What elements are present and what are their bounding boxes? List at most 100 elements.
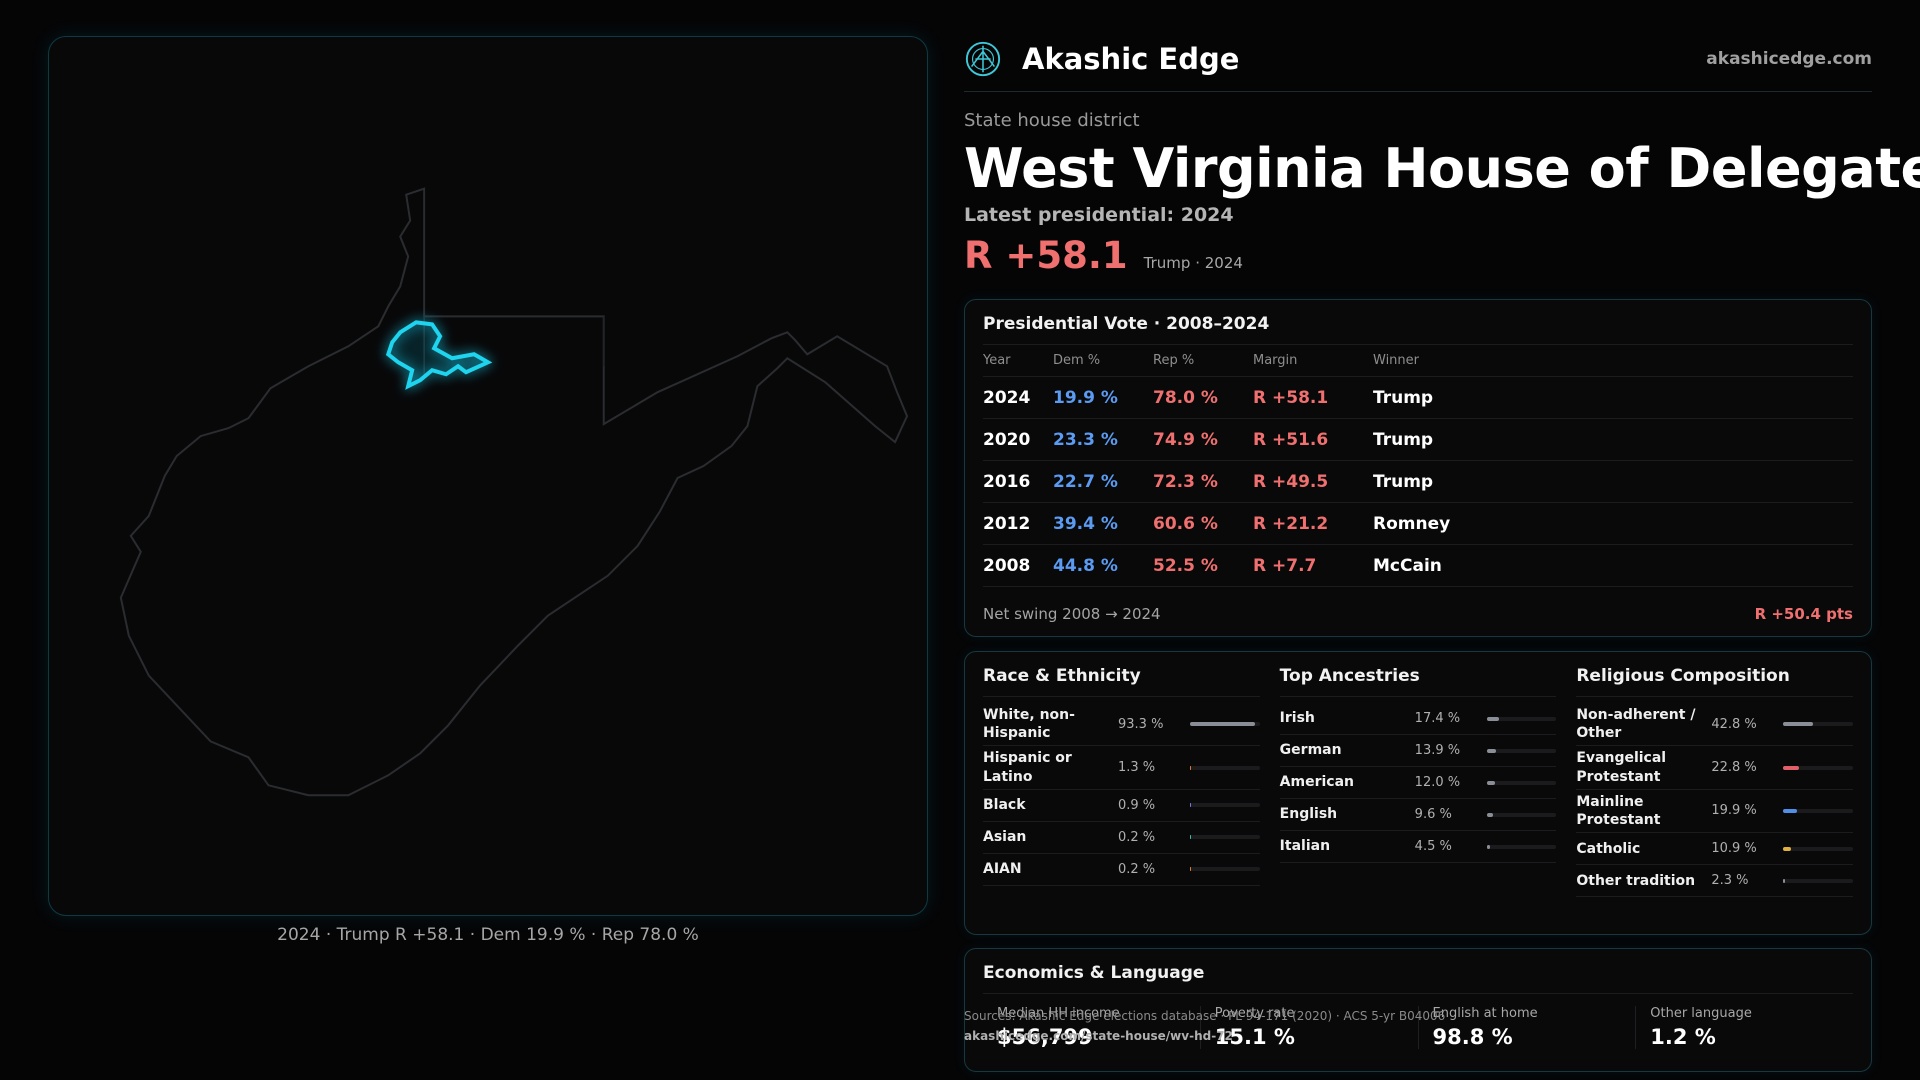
row-winner: Romney: [1373, 513, 1451, 534]
bar-fill: [1190, 765, 1192, 770]
row-year: 2008: [983, 555, 1031, 576]
list-item: Asian 0.2 %: [983, 822, 1260, 854]
item-label: Italian: [1279, 838, 1331, 855]
state-outline: [119, 187, 909, 797]
item-label: AIAN: [983, 861, 1022, 878]
item-value: 42.8 %: [1711, 716, 1757, 732]
row-winner: McCain: [1373, 555, 1442, 576]
religion-title: Religious Composition: [1576, 666, 1854, 697]
list-item: Black 0.9 %: [983, 790, 1260, 822]
district-map[interactable]: [48, 36, 928, 916]
row-rep: 72.3 %: [1153, 471, 1218, 492]
economics-card: Economics & Language Median HH income $5…: [964, 948, 1872, 1072]
list-item: German 13.9 %: [1279, 735, 1557, 767]
bar-track: [1190, 722, 1260, 727]
brand-name: Akashic Edge: [1022, 41, 1240, 76]
bar-track: [1486, 780, 1557, 785]
presidential-vote-card: Presidential Vote · 2008–2024 Year Dem %…: [964, 299, 1872, 637]
latest-presidential: Latest presidential: 2024: [964, 204, 1234, 226]
item-label: Hispanic or Latino: [983, 750, 1072, 785]
econ-label: Other language: [1650, 1006, 1752, 1021]
bar-fill: [1783, 765, 1800, 770]
bar-track: [1783, 846, 1854, 851]
row-dem: 23.3 %: [1053, 429, 1118, 450]
item-label: White, non-Hispanic: [983, 707, 1075, 742]
race-ethnicity-title: Race & Ethnicity: [983, 666, 1260, 697]
econ-label: Poverty rate: [1214, 1006, 1295, 1021]
row-rep: 74.9 %: [1153, 429, 1218, 450]
item-value: 0.9 %: [1118, 797, 1156, 813]
col-rep: Rep %: [1153, 353, 1195, 368]
item-label: Other tradition: [1576, 872, 1696, 889]
list-item: Non-adherent / Other 42.8 %: [1576, 703, 1854, 747]
econ-value: $56,799: [997, 1025, 1093, 1049]
item-value: 10.9 %: [1711, 841, 1757, 857]
bar-track: [1190, 803, 1260, 808]
bar-track: [1783, 808, 1854, 813]
row-winner: Trump: [1373, 429, 1434, 450]
item-label: Evangelical Protestant: [1576, 750, 1667, 785]
map-caption: 2024 · Trump R +58.1 · Dem 19.9 % · Rep …: [277, 925, 699, 945]
religion-section: Religious Composition Non-adherent / Oth…: [1576, 666, 1854, 920]
bar-track: [1486, 716, 1557, 721]
bar-track: [1190, 835, 1260, 840]
item-value: 13.9 %: [1414, 743, 1461, 758]
economics-title: Economics & Language: [983, 963, 1853, 994]
table-row: 2016 22.7 % 72.3 % R +49.5 Trump: [983, 461, 1853, 503]
row-margin: R +21.2: [1253, 513, 1329, 534]
bar-track: [1486, 812, 1557, 817]
item-label: Irish: [1279, 710, 1315, 727]
bar-fill: [1783, 878, 1785, 883]
district-type: State house district: [964, 110, 1140, 131]
bar-track: [1783, 878, 1854, 883]
item-label: Non-adherent / Other: [1576, 707, 1696, 742]
item-value: 93.3 %: [1118, 716, 1164, 732]
table-row: 2008 44.8 % 52.5 % R +7.7 McCain: [983, 545, 1853, 587]
row-margin: R +7.7: [1253, 555, 1317, 576]
econ-value: 15.1 %: [1214, 1025, 1295, 1049]
col-margin: Margin: [1253, 353, 1298, 368]
net-swing-value: R +50.4 pts: [1754, 605, 1853, 623]
internal-county-lines: [423, 316, 605, 377]
list-item: Catholic 10.9 %: [1576, 833, 1854, 866]
item-label: German: [1279, 742, 1342, 759]
item-label: Catholic: [1576, 840, 1641, 857]
bar-fill: [1486, 844, 1490, 849]
ancestry-section: Top Ancestries Irish 17.4 % German 13.9 % Am…: [1279, 666, 1557, 920]
sources-footer: Sources: Akashic Edge elections database…: [964, 1006, 1445, 1047]
row-rep: 52.5 %: [1153, 555, 1218, 576]
bar-fill: [1783, 722, 1814, 727]
brand-url[interactable]: akashicedge.com: [1706, 48, 1872, 69]
row-dem: 22.7 %: [1053, 471, 1118, 492]
district-highlight[interactable]: [385, 320, 493, 390]
bar-track: [1190, 867, 1260, 872]
permalink[interactable]: akashicedge.com/state-house/wv-hd-72: [964, 1029, 1233, 1044]
bar-track: [1783, 765, 1854, 770]
item-value: 0.2 %: [1118, 829, 1156, 845]
col-year: Year: [983, 353, 1011, 368]
bar-fill: [1486, 748, 1497, 753]
bar-fill: [1486, 812, 1494, 817]
bar-track: [1486, 748, 1557, 753]
econ-cell-income: Median HH income $56,799: [983, 1006, 1200, 1049]
item-value: 12.0 %: [1414, 775, 1461, 790]
bar-fill: [1783, 808, 1798, 813]
akashic-edge-logo-icon: [965, 41, 1001, 76]
item-label: English: [1279, 806, 1338, 823]
bar-fill: [1486, 716, 1499, 721]
bar-fill: [1190, 722, 1255, 727]
item-value: 22.8 %: [1711, 760, 1757, 776]
item-value: 1.3 %: [1118, 760, 1156, 776]
bar-fill: [1486, 780, 1496, 785]
row-dem: 44.8 %: [1053, 555, 1118, 576]
state-outline-map: [119, 187, 909, 797]
brand-header: Akashic Edge akashicedge.com: [964, 36, 1872, 92]
margin-subtitle: Trump · 2024: [1143, 254, 1243, 272]
item-label: Black: [983, 797, 1026, 814]
list-item: White, non-Hispanic 93.3 %: [983, 703, 1260, 747]
row-winner: Trump: [1373, 471, 1434, 492]
col-dem: Dem %: [1053, 353, 1101, 368]
page-title: West Virginia House of Delegates Distric…: [964, 137, 1920, 200]
bar-fill: [1190, 803, 1192, 808]
row-year: 2016: [983, 471, 1031, 492]
